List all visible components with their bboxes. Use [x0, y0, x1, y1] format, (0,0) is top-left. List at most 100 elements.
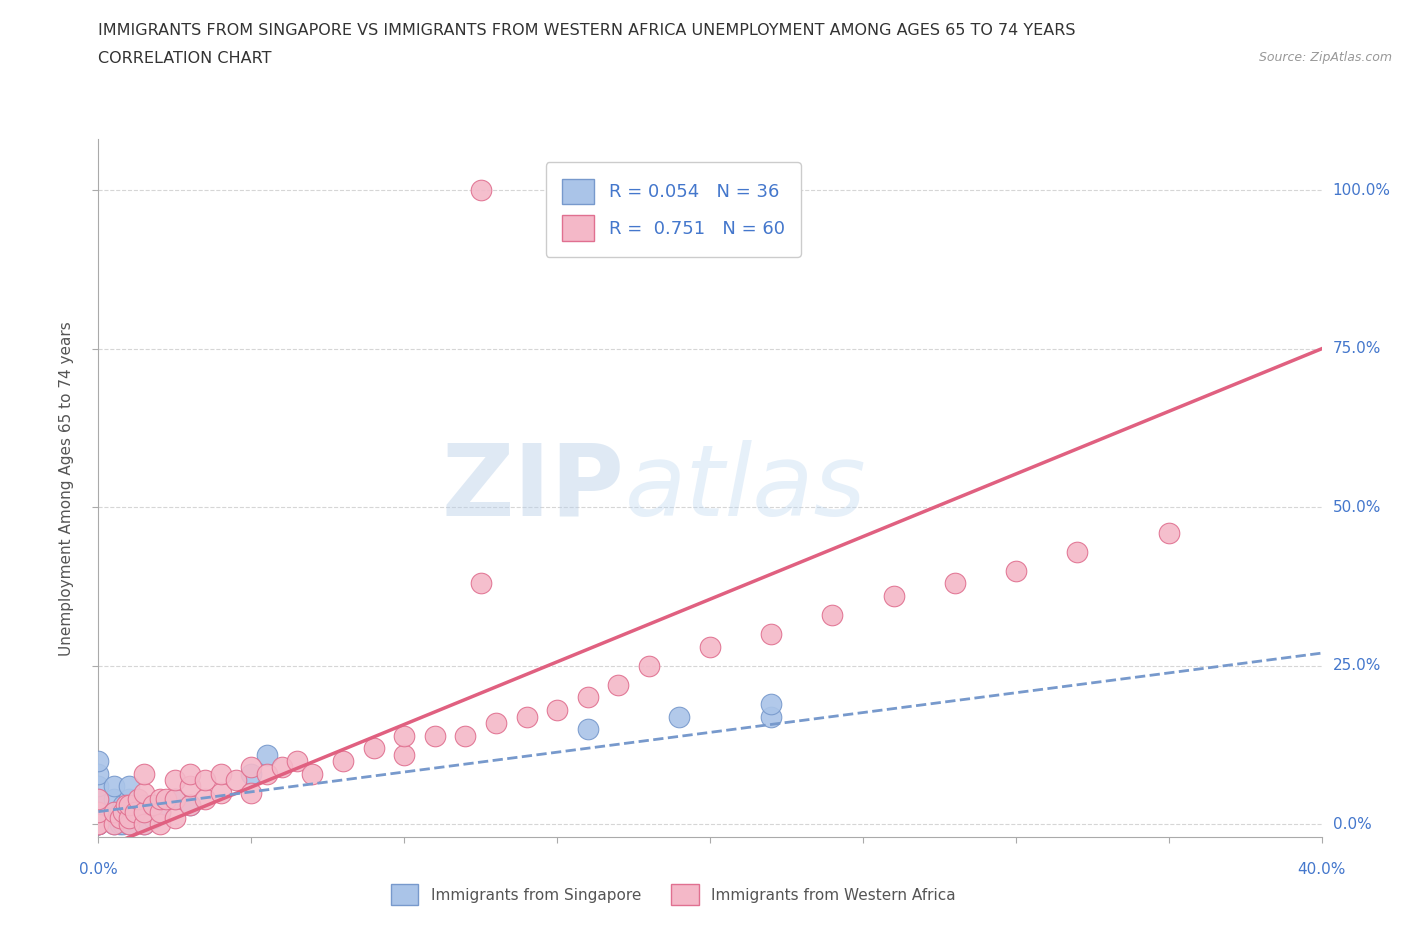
Point [225, 773, 247, 788]
Point [759, 709, 782, 724]
Point [179, 798, 201, 813]
Point [87, 817, 110, 831]
Point [699, 639, 721, 654]
Point [115, 811, 138, 826]
Point [332, 753, 354, 768]
Point [423, 728, 446, 743]
Point [134, 766, 156, 781]
Point [87, 791, 110, 806]
Point [256, 747, 278, 762]
Point [668, 709, 690, 724]
Point [240, 766, 263, 781]
Point [883, 589, 905, 604]
Point [111, 817, 134, 831]
Point [87, 804, 110, 819]
Point [87, 804, 110, 819]
Point [103, 778, 125, 793]
Point [943, 576, 966, 591]
Point [118, 791, 141, 806]
Point [821, 607, 844, 622]
Point [87, 753, 110, 768]
Text: 40.0%: 40.0% [1298, 862, 1346, 877]
Point [163, 791, 186, 806]
Point [134, 785, 156, 800]
Point [118, 778, 141, 793]
Point [149, 791, 172, 806]
Point [149, 804, 172, 819]
Text: 50.0%: 50.0% [1333, 499, 1381, 515]
Text: atlas: atlas [624, 440, 866, 537]
Point [1157, 525, 1180, 540]
Point [163, 811, 186, 826]
Point [392, 747, 416, 762]
Text: CORRELATION CHART: CORRELATION CHART [98, 51, 271, 66]
Point [108, 804, 131, 819]
Point [179, 778, 201, 793]
Point [103, 817, 125, 831]
Point [576, 722, 599, 737]
Text: 75.0%: 75.0% [1333, 341, 1381, 356]
Point [103, 791, 125, 806]
Y-axis label: Unemployment Among Ages 65 to 74 years: Unemployment Among Ages 65 to 74 years [59, 321, 75, 656]
Point [179, 766, 201, 781]
Point [240, 785, 263, 800]
Point [124, 811, 146, 826]
Point [103, 817, 125, 831]
Point [108, 817, 131, 831]
Point [127, 791, 149, 806]
Point [103, 804, 125, 819]
Point [118, 804, 141, 819]
Point [142, 811, 165, 826]
Point [134, 804, 156, 819]
Point [115, 798, 138, 813]
Point [256, 766, 278, 781]
Point [149, 804, 172, 819]
Point [454, 728, 477, 743]
Point [637, 658, 661, 673]
Point [142, 798, 165, 813]
Point [124, 804, 146, 819]
Point [301, 766, 323, 781]
Point [118, 817, 141, 831]
Point [134, 798, 156, 813]
Point [470, 183, 492, 198]
Point [179, 798, 201, 813]
Point [1004, 564, 1026, 578]
Point [149, 817, 172, 831]
Point [1066, 544, 1088, 559]
Point [485, 715, 508, 730]
Point [142, 798, 165, 813]
Point [118, 817, 141, 831]
Text: 0.0%: 0.0% [79, 862, 118, 877]
Point [759, 697, 782, 711]
Point [163, 791, 186, 806]
Legend: Immigrants from Singapore, Immigrants from Western Africa: Immigrants from Singapore, Immigrants fr… [384, 876, 963, 913]
Point [163, 773, 186, 788]
Text: 0.0%: 0.0% [1333, 817, 1371, 831]
Point [103, 804, 125, 819]
Point [285, 753, 308, 768]
Text: 25.0%: 25.0% [1333, 658, 1381, 673]
Text: ZIP: ZIP [441, 440, 624, 537]
Point [759, 627, 782, 642]
Point [194, 773, 217, 788]
Point [87, 817, 110, 831]
Point [118, 798, 141, 813]
Point [209, 785, 232, 800]
Point [118, 811, 141, 826]
Text: Source: ZipAtlas.com: Source: ZipAtlas.com [1258, 51, 1392, 64]
Point [209, 766, 232, 781]
Point [607, 677, 630, 692]
Point [392, 728, 416, 743]
Point [111, 798, 134, 813]
Point [134, 817, 156, 831]
Point [111, 804, 134, 819]
Point [87, 778, 110, 793]
Point [270, 760, 292, 775]
Point [87, 817, 110, 831]
Point [470, 576, 492, 591]
Text: IMMIGRANTS FROM SINGAPORE VS IMMIGRANTS FROM WESTERN AFRICA UNEMPLOYMENT AMONG A: IMMIGRANTS FROM SINGAPORE VS IMMIGRANTS … [98, 23, 1076, 38]
Point [516, 709, 538, 724]
Text: 100.0%: 100.0% [1333, 182, 1391, 198]
Point [127, 804, 149, 819]
